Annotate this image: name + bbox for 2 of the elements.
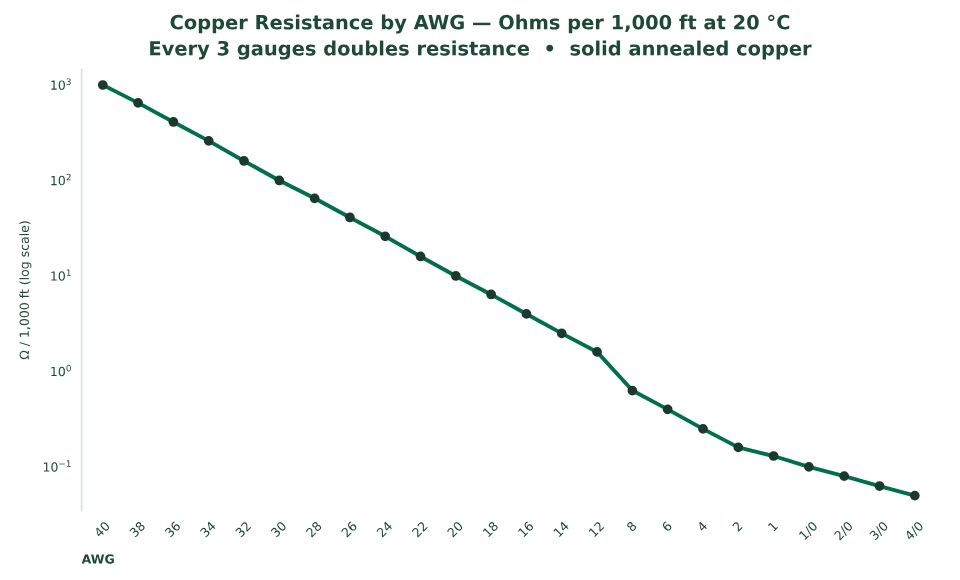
chart-title: Copper Resistance by AWG — Ohms per 1,000 ft at 20 °C xyxy=(170,14,790,34)
chart-subtitle: Every 3 gauges doubles resistance • solid annealed copper xyxy=(150,40,812,60)
